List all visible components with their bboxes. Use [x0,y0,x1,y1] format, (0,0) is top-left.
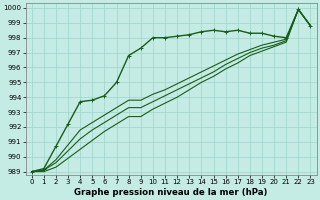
X-axis label: Graphe pression niveau de la mer (hPa): Graphe pression niveau de la mer (hPa) [74,188,268,197]
